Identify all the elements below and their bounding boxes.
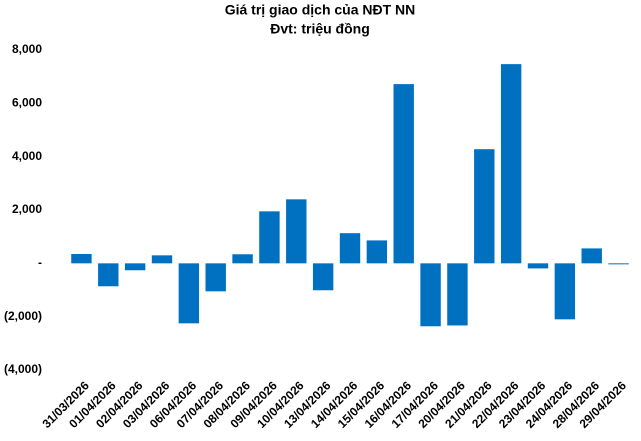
bar xyxy=(286,199,307,264)
bar xyxy=(259,211,280,264)
bar xyxy=(581,248,602,264)
bar xyxy=(178,263,200,324)
chart-title: Giá trị giao dịch của NĐT NN xyxy=(225,2,416,18)
y-tick-label: (4,000) xyxy=(4,362,42,376)
bar xyxy=(124,263,146,271)
y-tick-label: - xyxy=(38,256,42,270)
bar xyxy=(312,263,334,291)
bar xyxy=(232,254,253,264)
y-tick-label: 2,000 xyxy=(12,202,42,216)
bar xyxy=(71,254,92,264)
bar xyxy=(393,84,414,264)
bar xyxy=(339,233,361,264)
y-tick-label: 8,000 xyxy=(12,42,42,56)
bar xyxy=(527,263,549,269)
bar xyxy=(608,263,629,265)
bar xyxy=(500,64,522,264)
bar xyxy=(98,263,119,287)
bar xyxy=(205,263,226,292)
bar xyxy=(474,149,495,264)
y-tick-label: 4,000 xyxy=(12,149,42,163)
bar xyxy=(420,263,441,327)
y-tick-label: 6,000 xyxy=(12,96,42,110)
y-tick-label: (2,000) xyxy=(4,309,42,323)
bar xyxy=(366,240,388,264)
bar xyxy=(554,263,576,320)
bar xyxy=(447,263,468,326)
chart-subtitle: Đvt: triệu đồng xyxy=(270,21,370,37)
bar xyxy=(151,255,173,264)
